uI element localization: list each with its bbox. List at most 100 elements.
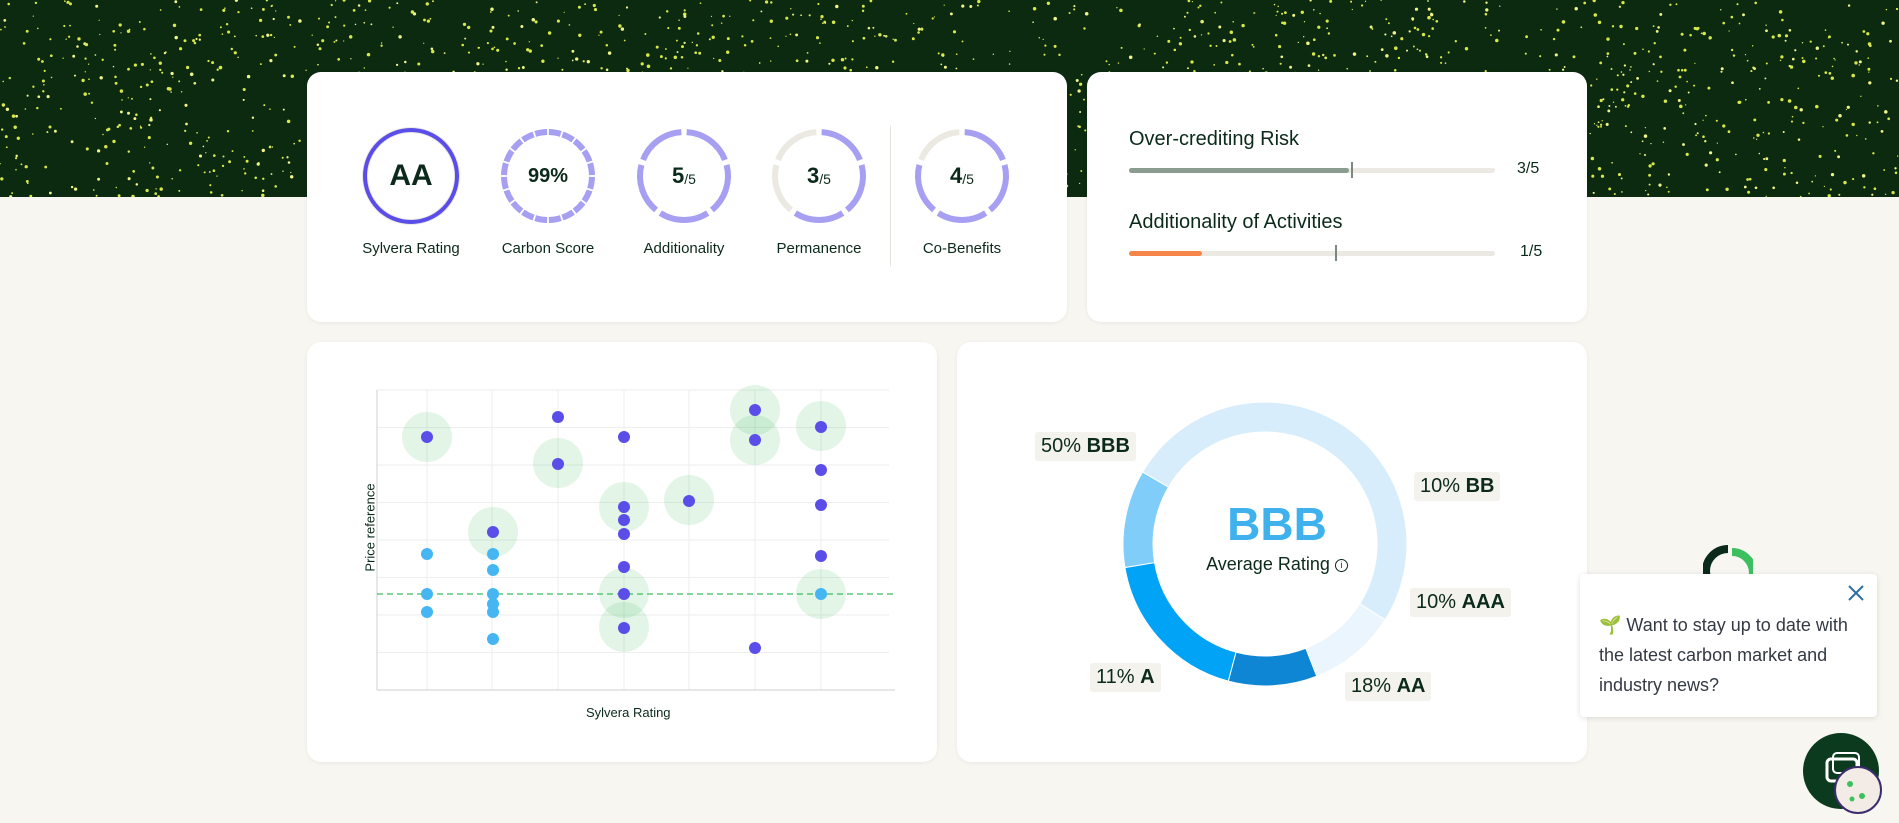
hero-speck <box>933 16 936 18</box>
hero-speck <box>1873 187 1877 191</box>
hero-speck <box>289 175 294 179</box>
hero-speck <box>1894 171 1898 175</box>
scatter-point <box>749 642 761 654</box>
hero-speck <box>1808 192 1810 195</box>
over-crediting-fill <box>1129 168 1349 173</box>
hero-speck <box>243 168 245 170</box>
slice-aa-name: AA <box>1396 675 1426 697</box>
hero-speck <box>1846 105 1850 109</box>
hero-speck <box>1371 27 1374 30</box>
hero-speck <box>262 177 265 181</box>
hero-speck <box>1153 52 1156 55</box>
hero-speck <box>1683 48 1687 52</box>
slice-aa-pct: 18% <box>1351 675 1392 697</box>
hero-speck <box>955 53 958 56</box>
hero-speck <box>476 62 480 66</box>
hero-speck <box>197 164 200 167</box>
hero-speck <box>251 130 254 132</box>
hero-speck <box>430 47 434 51</box>
hero-speck <box>1658 183 1662 187</box>
hero-speck <box>1447 51 1450 54</box>
hero-speck <box>43 84 45 86</box>
hero-speck <box>1797 138 1801 141</box>
permanence-ring <box>772 129 866 223</box>
hero-speck <box>521 66 525 69</box>
hero-speck <box>1412 45 1415 48</box>
cookie-settings-icon[interactable] <box>1834 766 1882 814</box>
hero-speck <box>1784 166 1786 169</box>
info-icon[interactable]: i <box>1334 558 1348 572</box>
hero-speck <box>29 194 33 197</box>
hero-speck <box>462 22 467 27</box>
scatter-point <box>487 526 499 538</box>
hero-speck <box>507 14 510 17</box>
hero-speck <box>1846 43 1850 46</box>
hero-speck <box>905 12 908 15</box>
hero-speck <box>1073 8 1076 11</box>
hero-speck <box>429 17 432 20</box>
hero-speck <box>37 27 39 30</box>
hero-speck <box>1735 153 1737 156</box>
hero-speck <box>333 40 336 43</box>
slice-bb-pct: 10% <box>1420 475 1461 497</box>
hero-speck <box>1648 70 1651 73</box>
hero-speck <box>1799 108 1803 112</box>
hero-speck <box>1540 28 1542 31</box>
hero-speck <box>32 85 35 88</box>
close-icon[interactable] <box>1845 582 1867 604</box>
hero-speck <box>1694 122 1697 126</box>
hero-speck <box>1624 125 1627 128</box>
hero-speck <box>222 8 226 12</box>
hero-speck <box>1635 26 1639 31</box>
hero-speck <box>1778 10 1783 14</box>
hero-speck <box>605 44 609 47</box>
hero-speck <box>1078 125 1081 129</box>
hero-speck <box>517 67 521 70</box>
hero-speck <box>1695 134 1698 137</box>
hero-speck <box>1128 55 1133 60</box>
ring-segment <box>964 129 1006 162</box>
hero-speck <box>1707 86 1711 90</box>
hero-speck <box>1561 20 1566 24</box>
hero-speck <box>785 16 789 20</box>
scatter-point <box>683 495 695 507</box>
hero-speck <box>172 76 174 78</box>
hero-speck <box>878 33 882 37</box>
hero-speck <box>1817 74 1821 77</box>
hero-speck <box>1652 25 1655 28</box>
hero-speck <box>81 78 85 83</box>
scatter-point <box>487 633 499 645</box>
hero-speck <box>1801 57 1804 59</box>
hero-speck <box>27 182 29 185</box>
hero-speck <box>1794 49 1797 52</box>
hero-speck <box>726 50 730 54</box>
hero-speck <box>334 16 337 19</box>
donut-slice-bb <box>1305 603 1386 677</box>
hero-speck <box>1889 39 1892 43</box>
hero-speck <box>193 41 197 45</box>
hero-speck <box>426 19 431 23</box>
ratings-divider <box>890 126 891 266</box>
hero-speck <box>1374 60 1377 63</box>
hero-speck <box>695 44 699 47</box>
hero-speck <box>1684 104 1687 106</box>
hero-speck <box>1556 28 1560 32</box>
hero-speck <box>121 99 123 101</box>
hero-speck <box>107 127 111 131</box>
hero-speck <box>1763 157 1766 161</box>
hero-speck <box>120 32 122 34</box>
hero-speck <box>461 43 465 47</box>
hero-speck <box>1895 79 1899 82</box>
hero-speck <box>846 25 849 28</box>
hero-speck <box>1822 45 1825 48</box>
hero-speck <box>1719 9 1722 11</box>
hero-speck <box>230 47 234 51</box>
hero-speck <box>266 33 270 37</box>
scatter-point <box>815 550 827 562</box>
hero-speck <box>1218 25 1222 29</box>
hero-speck <box>87 63 90 65</box>
hero-speck <box>687 67 689 69</box>
hero-speck <box>667 27 670 30</box>
scatter-plot <box>376 385 895 691</box>
hero-speck <box>184 129 187 132</box>
